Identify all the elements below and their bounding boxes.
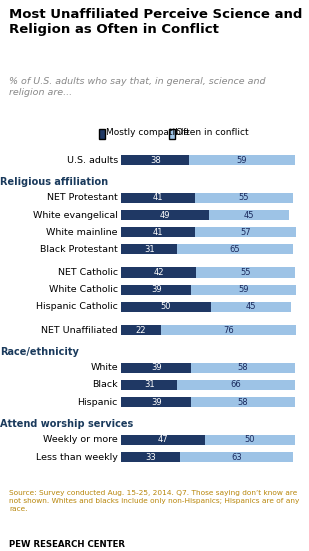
Text: 39: 39 [151, 398, 162, 407]
Text: 50: 50 [161, 302, 171, 311]
Text: 58: 58 [238, 398, 248, 407]
Text: Hispanic: Hispanic [78, 398, 118, 407]
Bar [209, 210, 289, 220]
Text: White evangelical: White evangelical [33, 210, 118, 219]
Bar [121, 244, 177, 255]
Bar [121, 435, 205, 445]
Bar [121, 210, 209, 220]
Text: 38: 38 [150, 155, 161, 165]
Text: Most Unaffiliated Perceive Science and
Religion as Often in Conflict: Most Unaffiliated Perceive Science and R… [9, 8, 303, 36]
Text: 55: 55 [240, 268, 251, 277]
Text: White Catholic: White Catholic [49, 285, 118, 294]
Text: Race/ethnicity: Race/ethnicity [0, 347, 79, 357]
Text: 31: 31 [144, 245, 154, 254]
Bar [121, 397, 191, 407]
Text: 57: 57 [240, 228, 251, 237]
Bar [197, 267, 295, 278]
Text: 33: 33 [146, 452, 156, 462]
Text: 31: 31 [144, 380, 154, 390]
Text: Mostly compatible: Mostly compatible [106, 128, 189, 137]
Text: Less than weekly: Less than weekly [36, 452, 118, 462]
Text: 49: 49 [160, 210, 171, 219]
Bar [121, 284, 191, 295]
Bar [121, 325, 161, 335]
Text: Source: Survey conducted Aug. 15-25, 2014. Q7. Those saying don’t know are not s: Source: Survey conducted Aug. 15-25, 201… [9, 490, 300, 512]
Text: Weekly or more: Weekly or more [43, 435, 118, 444]
Text: 63: 63 [231, 452, 242, 462]
Text: NET Protestant: NET Protestant [47, 193, 118, 202]
Bar [191, 363, 295, 373]
Bar [211, 302, 291, 312]
Text: Black Protestant: Black Protestant [40, 245, 118, 254]
Text: 42: 42 [154, 268, 164, 277]
Bar [121, 267, 197, 278]
Text: 39: 39 [151, 285, 162, 294]
Bar [161, 325, 297, 335]
Bar [191, 284, 297, 295]
Bar [121, 363, 191, 373]
Text: NET Catholic: NET Catholic [58, 268, 118, 277]
Text: 41: 41 [153, 228, 163, 237]
Bar [121, 452, 180, 462]
Bar [180, 452, 293, 462]
Text: 50: 50 [245, 435, 255, 444]
Text: Often in conflict: Often in conflict [176, 128, 248, 137]
Bar [205, 435, 295, 445]
Text: 55: 55 [239, 193, 249, 202]
Text: 59: 59 [239, 285, 249, 294]
Text: 39: 39 [151, 363, 162, 372]
Bar [121, 155, 189, 165]
Text: 58: 58 [238, 363, 248, 372]
Bar [121, 302, 211, 312]
Text: 76: 76 [223, 326, 234, 334]
Bar [121, 227, 195, 237]
Bar [121, 193, 195, 203]
Bar [177, 244, 293, 255]
Bar [195, 227, 297, 237]
Text: Hispanic Catholic: Hispanic Catholic [36, 302, 118, 311]
Text: U.S. adults: U.S. adults [67, 155, 118, 165]
Text: 59: 59 [237, 155, 247, 165]
Text: White: White [90, 363, 118, 372]
Text: Black: Black [92, 380, 118, 390]
Text: Religious affiliation: Religious affiliation [0, 177, 108, 187]
Text: PEW RESEARCH CENTER: PEW RESEARCH CENTER [9, 540, 125, 549]
Bar [177, 380, 295, 390]
Bar [191, 397, 295, 407]
Text: White mainline: White mainline [46, 228, 118, 237]
Text: 66: 66 [231, 380, 241, 390]
Text: 45: 45 [244, 210, 254, 219]
Text: 45: 45 [246, 302, 256, 311]
Text: 41: 41 [153, 193, 163, 202]
Text: Attend worship services: Attend worship services [0, 419, 133, 429]
Text: 22: 22 [136, 326, 146, 334]
Text: 65: 65 [230, 245, 240, 254]
Text: NET Unaffiliated: NET Unaffiliated [41, 326, 118, 334]
Text: 47: 47 [158, 435, 169, 444]
Bar [189, 155, 295, 165]
Bar [195, 193, 293, 203]
Bar [121, 380, 177, 390]
Text: % of U.S. adults who say that, in general, science and
religion are...: % of U.S. adults who say that, in genera… [9, 77, 266, 97]
